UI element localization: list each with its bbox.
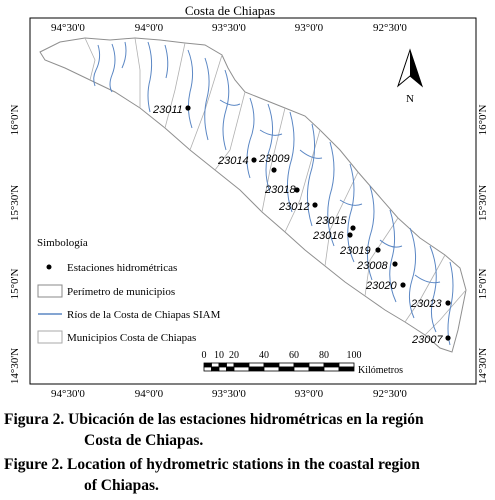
station-23018: 23018: [264, 184, 300, 196]
top-tick-label: 93°0'0: [295, 22, 324, 34]
caption-es-line2: Costa de Chiapas.: [84, 432, 204, 449]
map-title: Costa de Chiapas: [185, 3, 275, 18]
left-tick-label: 15°0'N: [9, 269, 21, 300]
stations-layer: 23011 23014 23009 23018 23012 23015: [152, 104, 451, 346]
right-tick-label: 16°0'N: [477, 105, 489, 136]
legend: Simbología Estaciones hidrométricas Perí…: [37, 237, 221, 344]
top-axis-labels: 94°30'0 94°0'0 93°30'0 93°0'0 92°30'0: [51, 22, 407, 34]
station-label: 23009: [258, 153, 290, 165]
bottom-tick-label: 94°0'0: [135, 388, 164, 400]
scale-tick-label: 20: [229, 350, 239, 361]
station-point: [445, 335, 451, 341]
station-point: [251, 157, 257, 163]
station-point: [312, 202, 318, 208]
map-figure: Costa de Chiapas 94°30'0 94°0'0 93°30'0 …: [9, 3, 489, 400]
station-23009: 23009: [258, 153, 290, 173]
station-23015: 23015: [315, 215, 356, 231]
legend-item-stations: Estaciones hidrométricas: [46, 262, 177, 274]
station-label: 23014: [217, 155, 249, 167]
station-label: 23008: [356, 260, 388, 272]
caption-en-line1: Figure 2. Location of hydrometric statio…: [4, 456, 420, 473]
scale-tick-labels: 0 10 20 40 60 80 100: [202, 350, 362, 361]
bottom-tick-label: 93°0'0: [295, 388, 324, 400]
station-point: [347, 232, 353, 238]
caption-en-line2: of Chiapas.: [84, 477, 159, 494]
station-label: 23020: [365, 280, 397, 292]
legend-item-municipal-perimeter: Perímetro de municipios: [37, 284, 175, 298]
station-label: 23011: [152, 104, 183, 116]
municipal-boundaries: [84, 37, 467, 336]
right-tick-label: 15°0'N: [477, 269, 489, 300]
legend-label: Ríos de la Costa de Chiapas SIAM: [67, 309, 221, 321]
north-arrow: N: [396, 48, 424, 105]
legend-label: Perímetro de municipios: [67, 286, 175, 298]
legend-box-symbol: [37, 330, 63, 344]
scale-tick-label: 10: [214, 350, 224, 361]
left-tick-label: 14°30'N: [9, 348, 21, 384]
north-label: N: [406, 93, 414, 105]
station-23019: 23019: [339, 245, 381, 257]
legend-item-municipalities: Municipios Costa de Chiapas: [37, 330, 196, 344]
right-axis-labels: 16°0'N 15°30'N 15°0'N 14°30'N: [477, 105, 489, 385]
scale-bar: 0 10 20 40 60 80 100: [202, 350, 404, 376]
map-frame: [29, 17, 477, 385]
legend-title: Simbología: [37, 237, 88, 249]
top-tick-label: 94°0'0: [135, 22, 164, 34]
station-label: 23019: [339, 245, 371, 257]
station-23008: 23008: [356, 260, 398, 272]
station-point: [271, 167, 277, 173]
station-label: 23023: [410, 298, 442, 310]
left-tick-label: 16°0'N: [9, 105, 21, 136]
scale-unit-label: Kilómetros: [358, 365, 403, 376]
station-label: 23012: [278, 201, 310, 213]
scale-tick-label: 40: [259, 350, 269, 361]
left-tick-label: 15°30'N: [9, 185, 21, 221]
station-23011: 23011: [152, 104, 191, 116]
bottom-tick-label: 92°30'0: [373, 388, 407, 400]
legend-point-symbol: [46, 264, 52, 270]
scale-tick-label: 0: [202, 350, 207, 361]
station-label: 23016: [312, 230, 344, 242]
top-tick-label: 93°30'0: [212, 22, 246, 34]
station-23016: 23016: [312, 230, 353, 242]
left-axis-labels: 16°0'N 15°30'N 15°0'N 14°30'N: [9, 105, 21, 385]
top-tick-label: 94°30'0: [51, 22, 85, 34]
caption-es-line1: Figura 2. Ubicación de las estaciones hi…: [4, 411, 424, 428]
right-tick-label: 15°30'N: [477, 185, 489, 221]
station-23023: 23023: [410, 298, 451, 310]
legend-box-symbol: [37, 284, 63, 298]
station-point: [294, 187, 300, 193]
station-point: [350, 225, 356, 231]
river-network: [93, 41, 454, 346]
coastal-region-outline: [39, 37, 467, 353]
station-point: [400, 282, 406, 288]
legend-item-rivers: Ríos de la Costa de Chiapas SIAM: [38, 309, 221, 321]
scale-tick-label: 100: [347, 350, 362, 361]
bottom-tick-label: 93°30'0: [212, 388, 246, 400]
station-label: 23015: [315, 215, 347, 227]
station-point: [392, 261, 398, 267]
scale-segments: [203, 362, 355, 372]
station-point: [185, 105, 191, 111]
station-label: 23007: [411, 334, 443, 346]
legend-label: Estaciones hidrométricas: [67, 262, 177, 274]
bottom-tick-label: 94°30'0: [51, 388, 85, 400]
bottom-axis-labels: 94°30'0 94°0'0 93°30'0 93°0'0 92°30'0: [51, 388, 407, 400]
station-point: [445, 300, 451, 306]
north-arrow-shade: [410, 50, 422, 86]
right-tick-label: 14°30'N: [477, 348, 489, 384]
scale-tick-label: 60: [289, 350, 299, 361]
station-label: 23018: [264, 184, 296, 196]
legend-label: Municipios Costa de Chiapas: [67, 332, 196, 344]
top-tick-label: 92°30'0: [373, 22, 407, 34]
station-23012: 23012: [278, 201, 318, 213]
station-23007: 23007: [411, 334, 451, 346]
station-point: [375, 247, 381, 253]
scale-tick-label: 80: [319, 350, 329, 361]
station-23020: 23020: [365, 280, 406, 292]
station-23014: 23014: [217, 155, 257, 167]
